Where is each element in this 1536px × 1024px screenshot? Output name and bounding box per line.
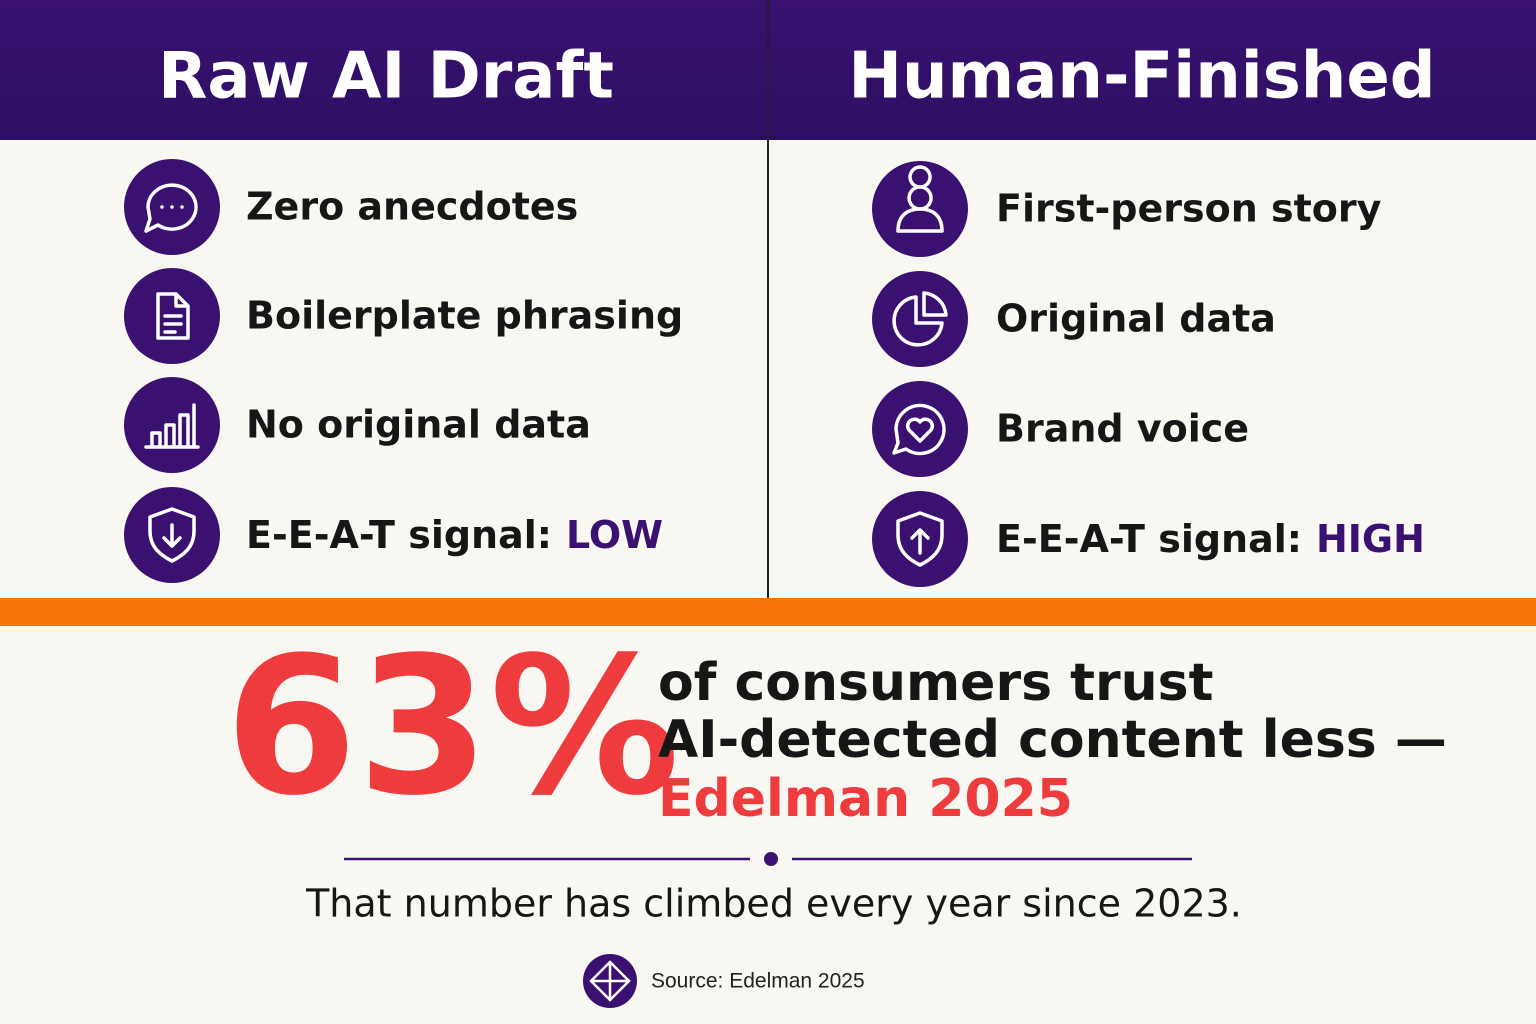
item-label: Boilerplate phrasing <box>246 294 683 338</box>
signal-value: HIGH <box>1316 517 1425 561</box>
item-label: First-person story <box>996 187 1382 231</box>
item-icon-glyph <box>896 511 944 567</box>
item-icon-glyph <box>148 507 196 563</box>
item-icon-glyph <box>896 165 944 233</box>
item-icon-glyph <box>892 403 946 456</box>
item-icon-glyph <box>144 403 200 449</box>
item-label: No original data <box>246 403 591 447</box>
stat-attribution: Edelman 2025 <box>658 769 1073 829</box>
item-icon-glyph <box>892 291 948 347</box>
signal-label: E-E-A-T signal: <box>996 517 1302 561</box>
footnote: That number has climbed every year since… <box>305 882 1242 926</box>
item-icon-glyph <box>156 292 190 340</box>
stat-line: AI-detected content less — <box>658 710 1447 770</box>
item-icon-glyph <box>144 183 198 233</box>
signal-line: E-E-A-T signal: LOW <box>246 513 663 557</box>
separator-dot <box>764 852 778 866</box>
item-icon <box>872 381 968 477</box>
source: Source: Edelman 2025 <box>651 970 865 993</box>
item-label: Original data <box>996 297 1276 341</box>
stat-line: of consumers trust <box>658 653 1213 713</box>
stat-value: 63% <box>225 616 680 837</box>
signal-line: E-E-A-T signal: HIGH <box>996 517 1425 561</box>
left-title: Raw AI Draft <box>158 40 614 114</box>
item-icon <box>872 271 968 367</box>
source-icon-glyph <box>589 960 631 1002</box>
item-label: Brand voice <box>996 407 1249 451</box>
signal-label: E-E-A-T signal: <box>246 513 552 557</box>
right-title: Human-Finished <box>848 40 1435 114</box>
signal-value: LOW <box>566 513 663 557</box>
orange-band <box>0 598 1536 626</box>
item-label: Zero anecdotes <box>246 185 578 229</box>
